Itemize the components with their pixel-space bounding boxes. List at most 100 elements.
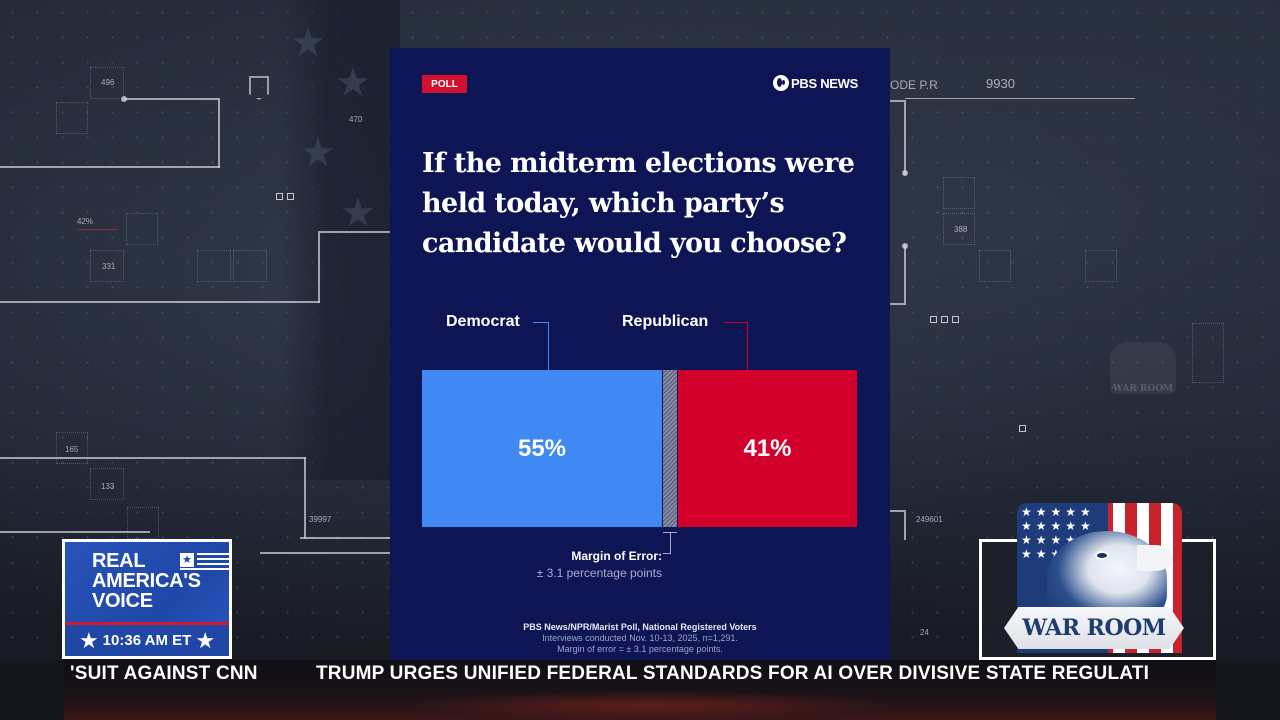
hud-box: [90, 250, 124, 282]
hud-box: [127, 507, 159, 539]
hud-number: 470: [349, 115, 363, 124]
hud-square: [941, 316, 948, 323]
source-line: Interviews conducted Nov. 10-13, 2025, n…: [542, 633, 738, 643]
hud-line: [124, 98, 220, 168]
hud-square: [276, 193, 283, 200]
hud-square: [930, 316, 937, 323]
hud-line: [300, 537, 390, 539]
hud-line: [0, 457, 306, 459]
ticker-item: 'SUIT AGAINST CNN: [70, 663, 258, 684]
hud-number: 331: [102, 262, 116, 271]
hud-line: [0, 531, 150, 533]
star-icon: ★: [180, 553, 194, 567]
hud-label: ODE P.R: [890, 78, 938, 92]
network-name-line: REAL: [92, 550, 146, 572]
network-name: REAL AMERICA'S VOICE: [92, 551, 201, 611]
hud-box: [1085, 250, 1117, 282]
moe-bracket: [670, 532, 671, 554]
hud-node: [902, 243, 908, 249]
republican-leader-line: [747, 322, 748, 370]
source-line: PBS News/NPR/Marist Poll, National Regis…: [523, 622, 757, 632]
hud-square: [1019, 425, 1026, 432]
flag-icon: ★: [180, 553, 229, 570]
hud-number: 388: [954, 225, 968, 234]
moe-bracket: [663, 553, 671, 554]
ticker-item: TRUMP URGES UNIFIED FEDERAL STANDARDS FO…: [316, 663, 1150, 684]
pbs-news-logo: PBS NEWS: [773, 75, 858, 91]
hud-box: [233, 250, 267, 282]
republican-leader-line: [724, 322, 747, 323]
network-name-line: AMERICA'S: [92, 570, 201, 592]
source-line: Margin of error = ± 3.1 percentage point…: [557, 644, 723, 654]
hud-square: [952, 316, 959, 323]
star-icon: ★: [78, 627, 99, 653]
hud-line: [890, 245, 906, 305]
republican-bar: 41%: [678, 370, 857, 527]
pbs-news-wordmark: PBS NEWS: [791, 75, 858, 91]
hud-line: [890, 510, 906, 540]
background-star-icon: ★: [290, 21, 326, 65]
hud-line: [890, 100, 906, 175]
hud-number: 496: [101, 78, 115, 87]
margin-of-error-band: [662, 370, 678, 527]
hud-number: 165: [65, 445, 79, 454]
ticker-edge: [0, 660, 64, 720]
hud-line: [0, 166, 220, 168]
background-star-icon: ★: [340, 191, 376, 235]
hud-box: [90, 468, 124, 500]
moe-title: Margin of Error:: [571, 549, 662, 563]
flag-stripe: [197, 558, 229, 560]
hud-number: 133: [101, 482, 115, 491]
eagle-beak-icon: [1137, 545, 1173, 571]
background-star-icon: ★: [335, 61, 371, 105]
hud-node: [902, 170, 908, 176]
star-icon: ★: [195, 627, 216, 653]
background-warroom-watermark: WAR ROOM: [1110, 342, 1176, 394]
hud-box: [979, 250, 1011, 282]
poll-question: If the midterm elections were held today…: [422, 148, 855, 259]
background-flag-shade: [280, 0, 400, 480]
hud-line: [260, 552, 390, 554]
ticker-glow: [400, 690, 900, 720]
network-name-line: VOICE: [92, 590, 153, 612]
clock-bar: ★ 10:36 AM ET ★: [65, 625, 229, 656]
hud-line: [304, 457, 306, 539]
hud-number: 24: [920, 628, 929, 637]
show-logo-name: WAR ROOM: [1004, 607, 1184, 649]
democrat-value: 55%: [517, 434, 567, 462]
eagle-eye-icon: [1095, 551, 1109, 560]
hud-number: 39997: [309, 515, 332, 524]
democrat-bar: 55%: [422, 370, 662, 527]
hud-shield-icon: [249, 76, 269, 100]
moe-value: ± 3.1 percentage points: [536, 566, 662, 580]
flag-stripe: [197, 563, 229, 565]
ticker-edge: [1216, 660, 1280, 720]
hud-number: 42%: [77, 217, 94, 226]
democrat-leader-line: [533, 322, 548, 323]
hud-red-underline: [78, 229, 118, 230]
republican-label: Republican: [622, 313, 709, 330]
hud-line: [905, 98, 1135, 100]
hud-node: [121, 96, 127, 102]
poll-badge: POLL: [422, 75, 467, 93]
poll-card: POLL PBS NEWS If the midterm elections w…: [390, 48, 890, 660]
background-star-icon: ★: [300, 131, 336, 175]
hud-box: [943, 177, 975, 209]
flag-stripe: [197, 553, 229, 555]
democrat-label: Democrat: [446, 313, 520, 330]
hud-line: [0, 231, 320, 303]
clock-time: 10:36 AM ET: [102, 632, 192, 649]
democrat-leader-line: [548, 322, 549, 370]
pbs-head-icon: [773, 75, 790, 91]
hud-box: [943, 213, 975, 245]
flag-stripe: [180, 568, 229, 570]
hud-box: [197, 250, 231, 282]
hud-number: 9930: [986, 76, 1015, 91]
hud-line: [318, 231, 398, 303]
hud-number: 249601: [916, 515, 943, 524]
republican-value: 41%: [743, 434, 792, 462]
hud-square: [287, 193, 294, 200]
hud-box: [56, 102, 88, 134]
red-divider: [65, 622, 229, 625]
hud-box: [90, 67, 124, 99]
